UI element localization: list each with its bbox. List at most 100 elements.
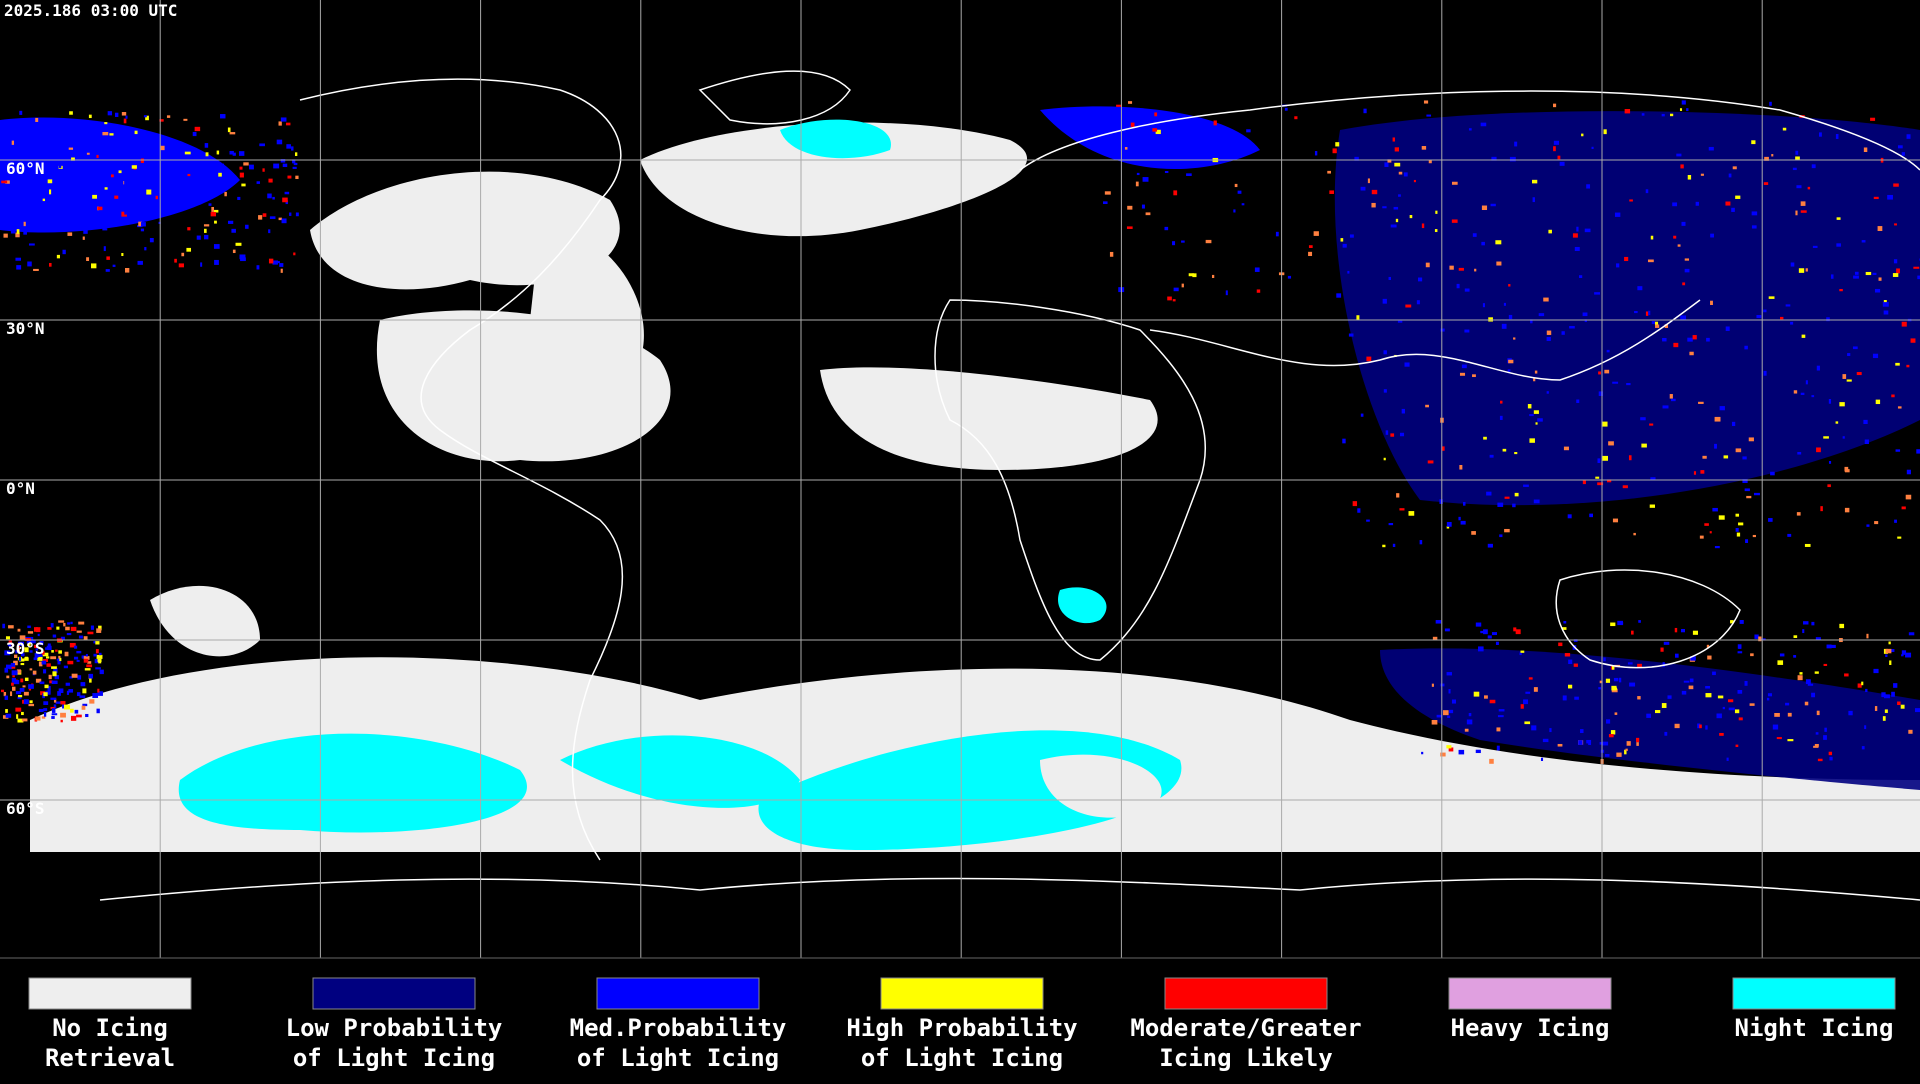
speckle [1804,701,1809,706]
speckle [1446,672,1452,676]
speckle [1883,310,1889,315]
speckle [35,678,42,683]
speckle [1404,362,1410,367]
speckle [1683,680,1690,683]
speckle [1725,201,1731,206]
speckle [1205,239,1212,244]
speckle [1392,543,1396,548]
speckle [1661,703,1667,708]
speckle [1421,751,1424,755]
speckle [1124,147,1128,150]
speckle [41,660,47,665]
speckle [68,147,74,150]
speckle [1692,630,1699,635]
speckle [92,141,98,144]
speckle [1103,201,1108,205]
speckle [76,692,81,697]
speckle [1816,710,1820,716]
speckle [1897,406,1902,409]
speckle [1141,204,1145,209]
speckle [1586,184,1591,189]
cloud [780,119,891,159]
speckle [1796,185,1802,189]
speckle [200,262,203,267]
cloud [820,367,1158,470]
speckle [73,656,79,660]
speckle [1597,482,1604,486]
speckle [1874,288,1881,293]
speckle [1507,369,1511,372]
speckle [1798,268,1805,273]
speckle [1746,495,1752,499]
speckle [1533,499,1540,504]
speckle [65,626,70,631]
speckle [1382,206,1387,209]
speckle [53,668,58,673]
speckle [1612,518,1619,523]
speckle [1418,277,1423,282]
speckle [1451,699,1457,704]
speckle [1645,311,1649,316]
speckle [10,691,13,697]
speckle [1767,693,1772,697]
speckle [45,656,50,659]
speckle [1529,414,1534,417]
speckle [1460,520,1466,525]
speckle [90,168,96,174]
speckle [17,718,24,723]
speckle [1815,732,1819,735]
speckle [9,666,12,670]
speckle [4,650,11,656]
speckle [43,692,48,697]
speckle [86,664,93,668]
speckle [35,648,38,651]
speckle [1241,203,1245,206]
speckle [1487,635,1492,639]
speckle [33,268,39,271]
speckle [19,635,26,640]
speckle [137,260,143,265]
speckle [1409,215,1413,219]
speckle [1233,209,1236,213]
speckle [214,259,219,265]
speckle [39,681,45,685]
speckle [1173,190,1178,196]
speckle [85,713,89,718]
speckle [173,152,176,155]
speckle [211,206,215,212]
speckle [3,691,7,697]
speckle [1464,728,1469,732]
speckle [33,657,38,661]
legend-label: No Icing [52,1014,168,1042]
speckle [239,166,243,170]
speckle [1530,319,1533,324]
speckle [1816,447,1821,453]
speckle [1527,404,1532,409]
speckle [1807,186,1811,190]
speckle [1237,190,1242,194]
speckle [239,151,245,156]
speckle [1582,480,1586,485]
speckle [1823,735,1827,740]
speckle [1727,699,1734,703]
speckle [1626,741,1631,746]
cloud [178,733,527,833]
speckle [1674,627,1678,633]
speckle [76,659,80,662]
speckle [1638,620,1641,623]
speckle [1714,443,1717,449]
speckle [1870,117,1876,121]
speckle [158,221,161,224]
speckle [1811,692,1816,698]
speckle [245,224,249,229]
speckle [1135,181,1139,187]
speckle [1446,525,1450,529]
speckle [1495,240,1502,245]
speckle [292,166,297,169]
speckle [104,187,108,190]
speckle [1799,672,1803,675]
speckle [1814,671,1819,674]
speckle [1699,724,1702,729]
speckle [1192,273,1197,278]
